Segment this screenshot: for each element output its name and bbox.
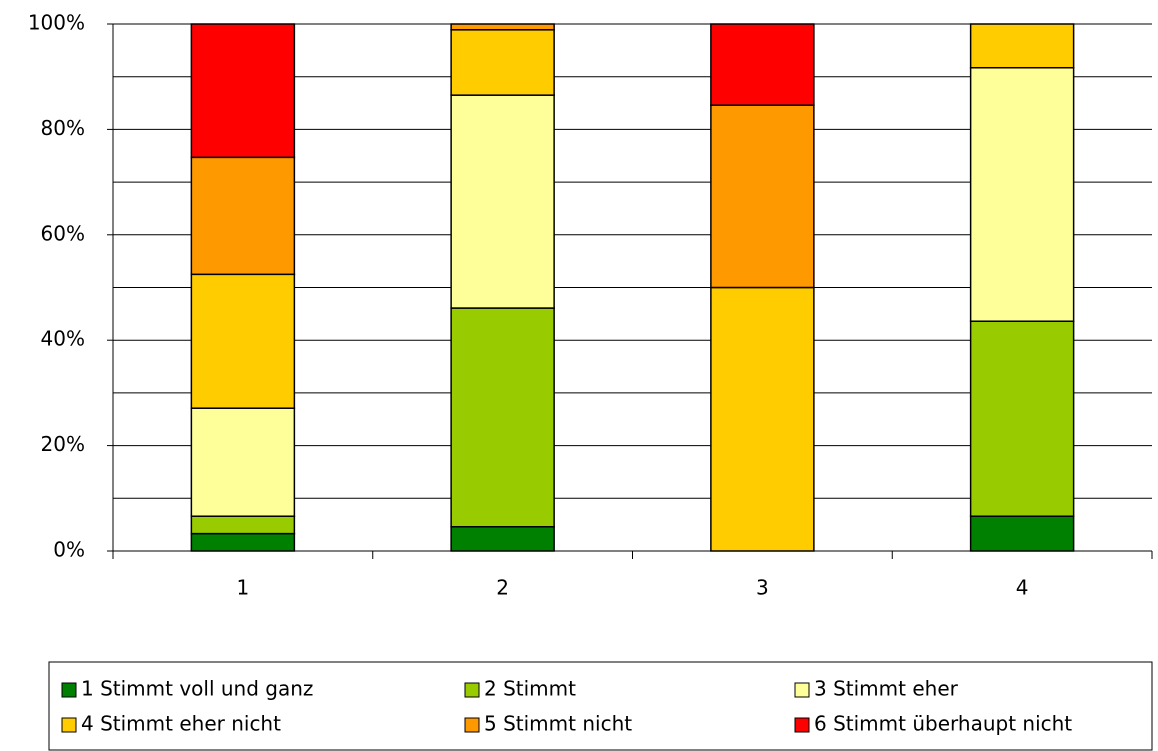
bar-segment bbox=[969, 66, 1075, 322]
bar-segment bbox=[450, 94, 555, 309]
bar-segment bbox=[190, 407, 296, 517]
y-tick-label: 100% bbox=[28, 11, 85, 35]
y-tick-label: 40% bbox=[41, 327, 85, 351]
bar-segment bbox=[450, 23, 555, 31]
x-tick-label: 3 bbox=[756, 576, 769, 600]
legend-label: 6 Stimmt überhaupt nicht bbox=[814, 712, 1072, 736]
bar-segment bbox=[450, 526, 555, 552]
bar-segment bbox=[450, 29, 555, 96]
y-tick-label: 60% bbox=[41, 221, 85, 245]
legend-swatch bbox=[464, 717, 480, 733]
bar-segment bbox=[190, 515, 296, 535]
x-tick-label: 1 bbox=[237, 576, 250, 600]
bar-segment bbox=[190, 23, 296, 159]
bar-segment bbox=[450, 307, 555, 528]
y-tick-label: 80% bbox=[41, 116, 85, 140]
legend-swatch bbox=[61, 682, 77, 698]
y-tick-label: 0% bbox=[53, 538, 85, 562]
legend-box bbox=[48, 661, 1153, 751]
legend-swatch bbox=[794, 682, 810, 698]
bar-segment bbox=[969, 23, 1075, 69]
bar-segment bbox=[710, 23, 815, 106]
x-tick-label: 2 bbox=[496, 576, 509, 600]
legend-swatch bbox=[794, 717, 810, 733]
bar-segment bbox=[710, 104, 815, 289]
legend-label: 3 Stimmt eher bbox=[814, 677, 959, 701]
legend-label: 1 Stimmt voll und ganz bbox=[81, 677, 313, 701]
bar-segment bbox=[969, 515, 1075, 552]
legend-swatch bbox=[61, 717, 77, 733]
x-tick-label: 4 bbox=[1016, 576, 1029, 600]
bar-segment bbox=[710, 286, 815, 552]
bar-segment bbox=[190, 273, 296, 409]
legend-label: 2 Stimmt bbox=[484, 677, 576, 701]
bar-segment bbox=[969, 320, 1075, 517]
bar-segment bbox=[190, 532, 296, 552]
legend-swatch bbox=[464, 682, 480, 698]
legend-label: 5 Stimmt nicht bbox=[484, 712, 632, 736]
y-tick-label: 20% bbox=[41, 432, 85, 456]
bar-segment bbox=[190, 156, 296, 276]
legend-label: 4 Stimmt eher nicht bbox=[81, 712, 281, 736]
